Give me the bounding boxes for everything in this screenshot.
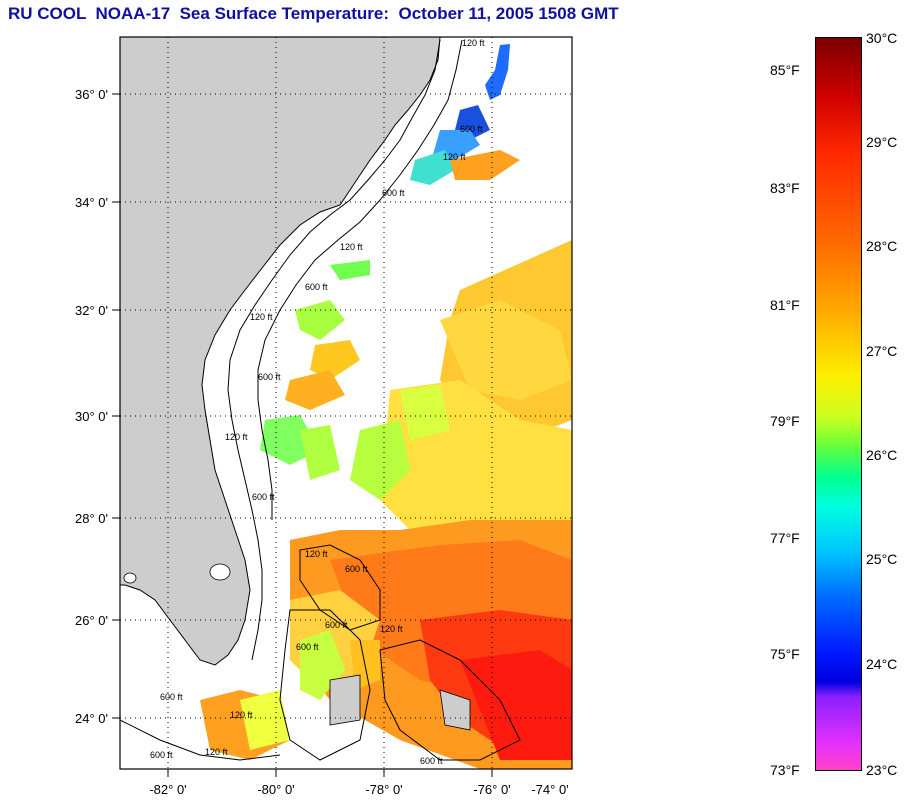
contour-label: 600 ft bbox=[382, 188, 405, 198]
lon-label: -80° 0' bbox=[257, 782, 294, 797]
lon-label: -78° 0' bbox=[365, 782, 402, 797]
celsius-label: 29°C bbox=[866, 134, 898, 150]
contour-label: 600 ft bbox=[252, 492, 275, 502]
contour-label: 600 ft bbox=[305, 282, 328, 292]
contour-label: 120 ft bbox=[225, 432, 248, 442]
celsius-label: 28°C bbox=[866, 238, 898, 254]
contour-label: 120 ft bbox=[250, 312, 273, 322]
contour-label: 120 ft bbox=[205, 747, 228, 757]
inland-lake bbox=[123, 572, 137, 584]
lat-label: 28° 0' bbox=[75, 511, 108, 526]
bahamas-island bbox=[329, 674, 361, 726]
sst-map: 36° 0' 34° 0' 32° 0' 30° 0' 28° 0' 26° 0… bbox=[75, 36, 573, 797]
contour-label: 120 ft bbox=[462, 38, 485, 48]
temperature-colorbar bbox=[815, 37, 862, 771]
graticule bbox=[120, 37, 572, 769]
fahrenheit-label: 73°F bbox=[770, 762, 800, 778]
map-title: RU COOL NOAA-17 Sea Surface Temperature:… bbox=[8, 4, 619, 23]
contour-label: 600 ft bbox=[325, 620, 348, 630]
celsius-label: 27°C bbox=[866, 343, 898, 359]
contour-label: 120 ft bbox=[305, 549, 328, 559]
lat-label: 34° 0' bbox=[75, 195, 108, 210]
lon-label: -82° 0' bbox=[149, 782, 186, 797]
fahrenheit-label: 85°F bbox=[770, 62, 800, 78]
fahrenheit-label: 81°F bbox=[770, 297, 800, 313]
contour-label: 600 ft bbox=[296, 642, 319, 652]
lon-ticks bbox=[167, 769, 493, 777]
celsius-label: 30°C bbox=[866, 30, 898, 46]
map-frame bbox=[119, 36, 573, 770]
lat-label: 24° 0' bbox=[75, 711, 108, 726]
contour-label: 120 ft bbox=[443, 152, 466, 162]
land-mass bbox=[119, 36, 441, 666]
lon-label: -74° 0' bbox=[531, 782, 568, 797]
contour-label: 120 ft bbox=[230, 710, 253, 720]
sst-patches bbox=[200, 44, 572, 769]
contour-label: 120 ft bbox=[380, 624, 403, 634]
fahrenheit-label: 83°F bbox=[770, 180, 800, 196]
contour-label: 600 ft bbox=[460, 124, 483, 134]
contour-label: 600 ft bbox=[150, 750, 173, 760]
fahrenheit-label: 77°F bbox=[770, 530, 800, 546]
lat-label: 26° 0' bbox=[75, 613, 108, 628]
bathymetry-contours bbox=[119, 39, 521, 761]
celsius-label: 26°C bbox=[866, 447, 898, 463]
celsius-label: 25°C bbox=[866, 551, 898, 567]
contour-label: 120 ft bbox=[340, 242, 363, 252]
lat-label: 32° 0' bbox=[75, 303, 108, 318]
fahrenheit-label: 79°F bbox=[770, 413, 800, 429]
contour-label: 600 ft bbox=[420, 756, 443, 766]
lat-ticks bbox=[112, 93, 120, 719]
fahrenheit-label: 75°F bbox=[770, 646, 800, 662]
celsius-label: 24°C bbox=[866, 656, 898, 672]
contour-label: 600 ft bbox=[160, 692, 183, 702]
lat-label: 36° 0' bbox=[75, 87, 108, 102]
contour-label: 600 ft bbox=[345, 564, 368, 574]
lat-label: 30° 0' bbox=[75, 409, 108, 424]
lake-okeechobee bbox=[209, 563, 231, 581]
celsius-label: 23°C bbox=[866, 762, 898, 778]
bahamas-island bbox=[439, 689, 471, 731]
lon-label: -76° 0' bbox=[473, 782, 510, 797]
contour-label: 600 ft bbox=[258, 372, 281, 382]
